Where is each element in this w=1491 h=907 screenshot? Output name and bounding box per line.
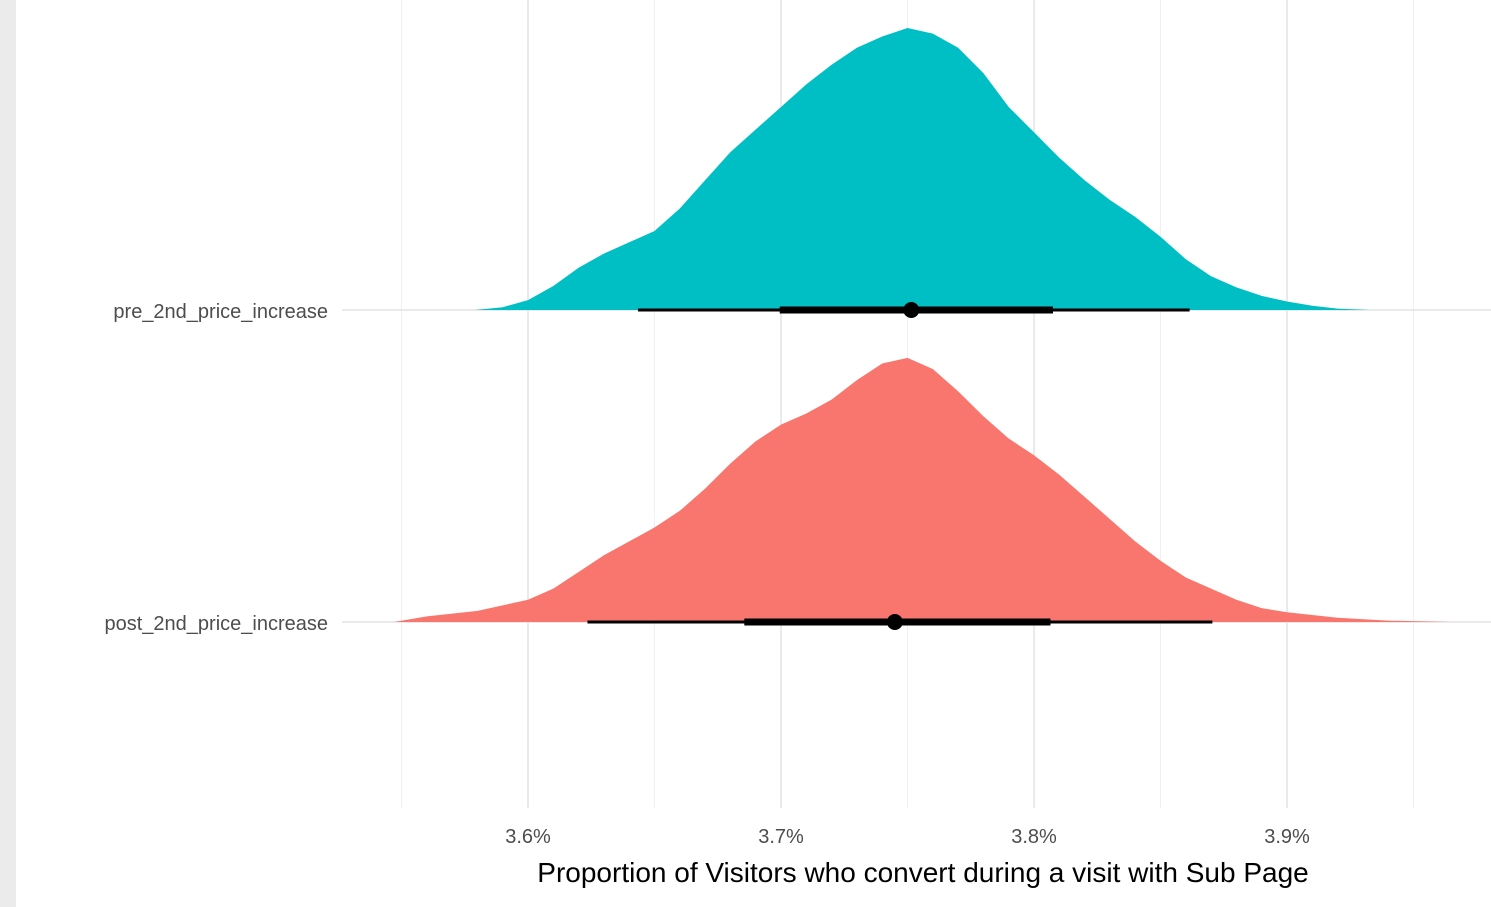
- label-layer: pre_2nd_price_increase post_2nd_price_inc…: [105, 301, 1311, 848]
- y-tick-label: pre_2nd_price_increase: [113, 301, 328, 323]
- x-tick-label: 3.9%: [1264, 826, 1310, 848]
- x-axis-title: Proportion of Visitors who convert durin…: [537, 857, 1308, 888]
- point-estimate-post_2nd_price_increase: [886, 614, 903, 630]
- x-tick-label: 3.7%: [758, 826, 804, 848]
- density-layer: [393, 28, 1452, 622]
- y-tick-label: post_2nd_price_increase: [105, 613, 329, 635]
- x-tick-label: 3.8%: [1011, 826, 1057, 848]
- interval-layer: [587, 302, 1213, 630]
- density-post_2nd_price_increase: [393, 357, 1452, 622]
- density-pre_2nd_price_increase: [474, 28, 1371, 310]
- x-tick-label: 3.6%: [505, 826, 551, 848]
- point-estimate-pre_2nd_price_increase: [903, 302, 920, 318]
